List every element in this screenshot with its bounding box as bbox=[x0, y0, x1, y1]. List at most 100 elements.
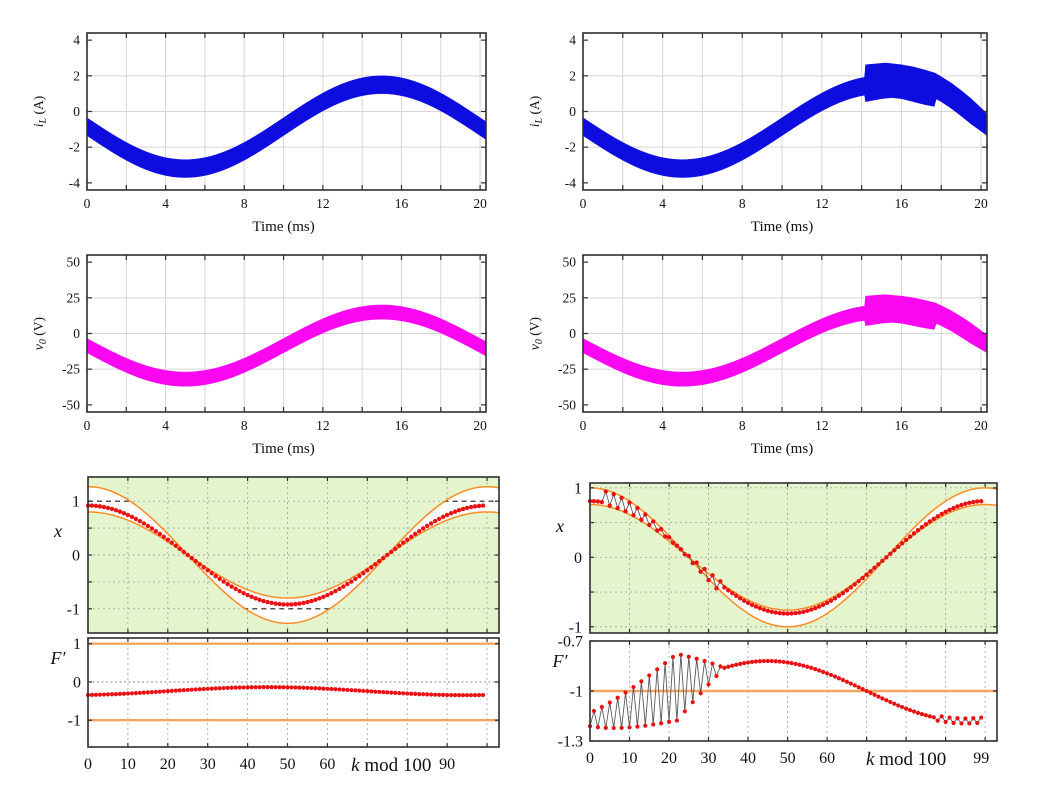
sample-dot bbox=[880, 696, 885, 701]
sample-dot bbox=[293, 685, 298, 690]
sample-dot bbox=[734, 593, 739, 599]
sample-dot bbox=[149, 690, 154, 695]
sample-dot bbox=[365, 568, 370, 573]
sample-dot bbox=[181, 549, 186, 555]
sample-dot bbox=[257, 685, 262, 690]
sample-dot bbox=[281, 685, 286, 690]
sample-dot bbox=[927, 519, 933, 524]
sample-dot bbox=[635, 505, 640, 511]
sample-dot bbox=[401, 691, 406, 696]
x-tick-label: 50 bbox=[780, 750, 796, 767]
sample-dot bbox=[349, 688, 354, 693]
sample-dot bbox=[269, 685, 274, 690]
sample-dot bbox=[472, 693, 478, 698]
sample-dot bbox=[757, 606, 763, 611]
sample-dot bbox=[476, 693, 482, 698]
sample-dot bbox=[923, 522, 929, 527]
sample-dot bbox=[125, 512, 131, 518]
sample-dot bbox=[325, 592, 330, 598]
sample-dot bbox=[678, 652, 683, 657]
sample-dot bbox=[635, 724, 640, 729]
sample-dot bbox=[229, 685, 234, 690]
y-tick-label: -1 bbox=[570, 684, 583, 701]
x-tick-label: 16 bbox=[395, 418, 409, 433]
sample-dot bbox=[615, 695, 620, 700]
sample-dot bbox=[385, 690, 390, 695]
sample-dot bbox=[749, 602, 755, 607]
sample-dot bbox=[714, 586, 719, 591]
sample-dot bbox=[745, 600, 751, 606]
sample-dot bbox=[599, 499, 605, 505]
sample-dot bbox=[662, 534, 668, 539]
sample-dot bbox=[245, 592, 250, 598]
y-axis-label: F′ bbox=[50, 648, 67, 668]
sample-dot bbox=[153, 528, 159, 534]
sample-dot bbox=[105, 505, 111, 511]
sample-dot bbox=[591, 708, 597, 714]
sample-dot bbox=[213, 686, 218, 691]
sample-dot bbox=[185, 552, 190, 558]
sample-dot bbox=[393, 546, 398, 551]
sample-dot bbox=[456, 508, 462, 513]
x-tick-label: 20 bbox=[473, 196, 487, 211]
sample-dot bbox=[89, 503, 95, 508]
sample-dot bbox=[329, 686, 334, 692]
sample-dot bbox=[611, 491, 616, 497]
y-tick-label: 25 bbox=[563, 290, 577, 305]
x-tick-label: 0 bbox=[586, 750, 594, 767]
sample-dot bbox=[464, 693, 470, 698]
sample-dot bbox=[927, 714, 932, 719]
sample-dot bbox=[896, 703, 901, 708]
sample-dot bbox=[690, 560, 695, 566]
sample-dot bbox=[955, 716, 960, 721]
sample-dot bbox=[389, 690, 394, 695]
sample-dot bbox=[169, 540, 174, 545]
sample-dot bbox=[872, 692, 877, 697]
sample-dot bbox=[429, 692, 434, 697]
sample-dot bbox=[868, 569, 873, 574]
sample-dot bbox=[619, 495, 624, 501]
x-tick-label: 16 bbox=[395, 196, 409, 211]
sample-dot bbox=[213, 573, 218, 579]
y-tick-label: 1 bbox=[574, 480, 582, 497]
sample-dot bbox=[872, 565, 877, 571]
sample-dot bbox=[813, 606, 818, 611]
sample-dot bbox=[405, 537, 410, 542]
sample-dot bbox=[915, 528, 921, 533]
x-tick-label: 10 bbox=[622, 750, 638, 767]
sample-dot bbox=[361, 571, 366, 576]
sample-dot bbox=[141, 690, 146, 695]
y-axis-label: iL (A) bbox=[31, 96, 49, 127]
sample-dot bbox=[824, 671, 830, 676]
sample-dot bbox=[643, 723, 648, 728]
sample-dot bbox=[341, 687, 346, 692]
sample-dot bbox=[301, 685, 306, 690]
sample-dot bbox=[177, 688, 182, 693]
sample-dot bbox=[888, 699, 893, 705]
sample-dot bbox=[892, 548, 897, 553]
sample-dot bbox=[189, 687, 194, 692]
sample-dot bbox=[269, 600, 274, 606]
y-tick-label: -4 bbox=[565, 175, 576, 190]
sample-dot bbox=[301, 600, 306, 606]
sample-dot bbox=[955, 504, 960, 509]
x-tick-label: 8 bbox=[241, 418, 248, 433]
sample-dot bbox=[785, 660, 790, 665]
sample-dot bbox=[373, 689, 378, 694]
sample-dot bbox=[381, 555, 386, 561]
sample-dot bbox=[777, 610, 782, 616]
sample-dot bbox=[249, 685, 254, 690]
sample-dot bbox=[297, 685, 302, 690]
sample-dot bbox=[864, 688, 869, 694]
plot-output-voltage-nominal: 0 4 8 12 16 20 -50 -25 0 25 50 Time (ms) v0 (V) bbox=[0, 245, 524, 475]
x-tick-label: 10 bbox=[120, 756, 136, 773]
sample-dot bbox=[659, 721, 664, 726]
sample-dot bbox=[789, 611, 794, 616]
sample-dot bbox=[801, 609, 806, 614]
sample-dot bbox=[177, 546, 182, 551]
sample-dot bbox=[967, 500, 972, 506]
sample-dot bbox=[797, 610, 802, 615]
x-tick-label: 0 bbox=[84, 418, 91, 433]
sample-dot bbox=[757, 659, 763, 664]
sample-dot bbox=[121, 691, 127, 696]
